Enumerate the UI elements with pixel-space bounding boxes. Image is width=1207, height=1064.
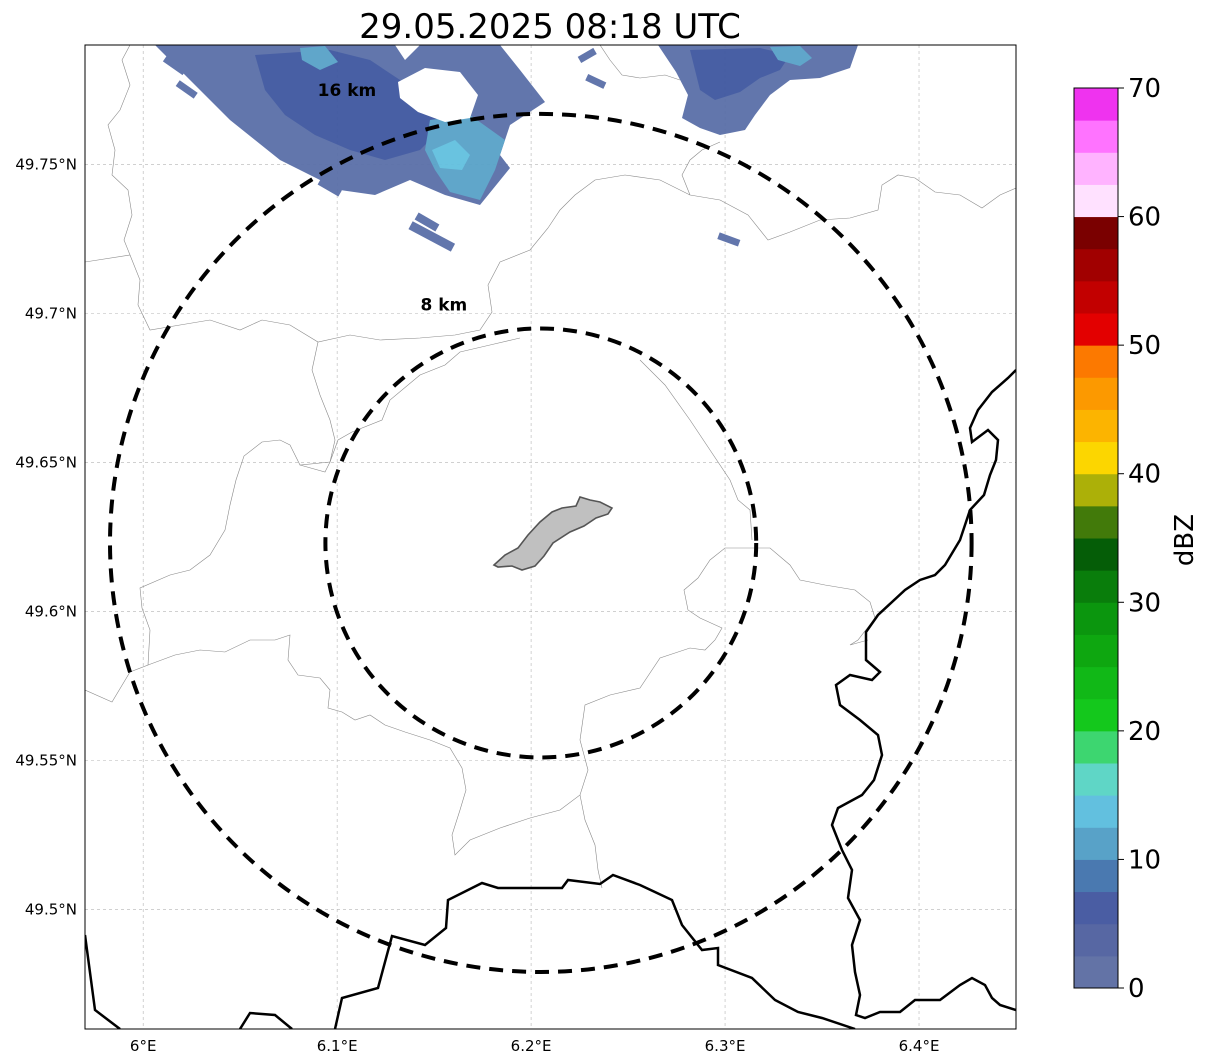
range-ring-8km xyxy=(323,326,759,760)
radar-echo-streak xyxy=(162,55,187,76)
x-tick-label: 6.4°E xyxy=(899,1037,940,1055)
y-tick-label: 49.5°N xyxy=(25,901,77,919)
colorbar-tick-label: 50 xyxy=(1128,331,1161,361)
colorbar-segment xyxy=(1074,120,1118,153)
colorbar-label: dBZ xyxy=(1170,514,1200,566)
map-frame xyxy=(84,44,1017,1030)
colorbar-segment xyxy=(1074,409,1118,443)
colorbar-segment xyxy=(1074,827,1118,860)
x-tick-label: 6.1°E xyxy=(317,1037,358,1055)
colorbar-segment xyxy=(1074,473,1118,507)
colorbar-segment xyxy=(1074,538,1118,571)
range-ring-16km xyxy=(108,111,974,975)
country-borders xyxy=(85,369,1016,1029)
radar-echo-streak xyxy=(717,232,741,247)
radar-echo-ne-core xyxy=(690,48,790,100)
colorbar-segment xyxy=(1074,377,1118,410)
colorbar-tick-label: 10 xyxy=(1128,845,1161,875)
y-tick-label: 49.55°N xyxy=(15,752,77,770)
range-ring-label: 8 km xyxy=(420,295,467,315)
x-axis: 6°E 6.1°E 6.2°E 6.3°E 6.4°E xyxy=(130,1037,940,1055)
range-rings: 8 km 16 km xyxy=(108,81,974,975)
colorbar-tick-label: 40 xyxy=(1128,460,1161,490)
y-axis: 49.75°N 49.7°N 49.65°N 49.6°N 49.55°N 49.5°N xyxy=(15,155,77,918)
colorbar-segment xyxy=(1074,730,1118,764)
colorbar: 0 10 20 30 40 50 60 70 xyxy=(1073,74,1161,1004)
colorbar-segment xyxy=(1074,570,1118,603)
colorbar-frame xyxy=(1073,87,1119,989)
colorbar-segment xyxy=(1074,88,1118,121)
colorbar-segment xyxy=(1074,184,1118,218)
radar-echo-streak xyxy=(408,221,456,252)
y-tick-label: 49.65°N xyxy=(15,453,77,471)
city-outline xyxy=(492,496,614,571)
colorbar-segment xyxy=(1074,345,1118,378)
colorbar-tick-label: 60 xyxy=(1128,203,1161,233)
radar-echoes xyxy=(155,45,858,252)
colorbar-segment xyxy=(1074,602,1118,635)
range-ring-label: 16 km xyxy=(318,81,377,101)
colorbar-tick-label: 30 xyxy=(1128,588,1161,618)
colorbar-segment xyxy=(1074,441,1118,475)
colorbar-tick-label: 0 xyxy=(1128,974,1145,1004)
y-tick-label: 49.6°N xyxy=(25,603,77,621)
map-title: 29.05.2025 08:18 UTC xyxy=(359,7,741,47)
colorbar-segment xyxy=(1074,280,1118,314)
colorbar-segment xyxy=(1074,955,1118,989)
radar-echo-streak xyxy=(585,74,607,89)
colorbar-segment xyxy=(1074,248,1118,282)
colorbar-segment xyxy=(1074,923,1118,957)
colorbar-tick-label: 70 xyxy=(1128,74,1161,104)
radar-echo-nw-spot xyxy=(300,46,338,70)
radar-echo-nw-core xyxy=(255,50,445,160)
colorbar-segment xyxy=(1074,313,1118,346)
x-tick-label: 6.3°E xyxy=(705,1037,746,1055)
colorbar-segment xyxy=(1074,216,1118,250)
colorbar-segment xyxy=(1074,795,1118,828)
colorbar-segment xyxy=(1074,891,1118,925)
radar-echo-streak xyxy=(414,212,440,232)
x-tick-label: 6°E xyxy=(130,1037,157,1055)
y-tick-label: 49.7°N xyxy=(25,304,77,322)
border-luxembourg-france xyxy=(85,873,856,1029)
radar-echo-nw-strong2 xyxy=(432,140,470,170)
radar-echo-streak xyxy=(175,80,198,99)
colorbar-segment xyxy=(1074,634,1118,668)
colorbar-segment xyxy=(1074,698,1118,732)
municipal-boundaries xyxy=(85,45,1016,889)
colorbar-segment xyxy=(1074,666,1118,700)
radar-echo-gap xyxy=(398,68,478,122)
colorbar-segment xyxy=(1074,505,1118,539)
radar-echo-streak xyxy=(317,178,342,197)
colorbar-tick-label: 20 xyxy=(1128,717,1161,747)
border-luxembourg-germany xyxy=(830,369,1016,1020)
colorbar-segment xyxy=(1074,763,1118,796)
colorbar-segment xyxy=(1074,152,1118,185)
radar-echo-streak xyxy=(577,47,597,63)
radar-echo-ne-strong xyxy=(770,46,812,66)
gridlines xyxy=(85,45,1016,1029)
colorbar-segment xyxy=(1074,859,1118,893)
x-tick-label: 6.2°E xyxy=(511,1037,552,1055)
y-tick-label: 49.75°N xyxy=(15,155,77,173)
